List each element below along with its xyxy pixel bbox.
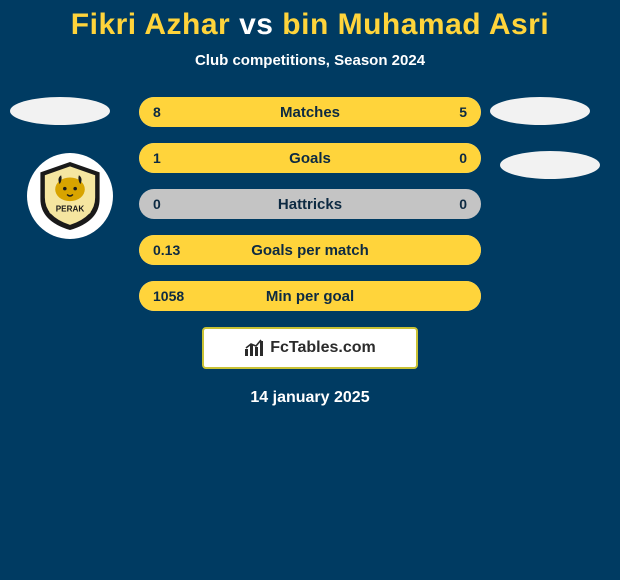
stat-row: 1058Min per goal [139, 281, 481, 311]
stat-label: Goals per match [139, 235, 481, 265]
stat-row: 00Hattricks [139, 189, 481, 219]
content-area: PERAK 85Matches 10Goals 00Hattricks 0.13Goa… [0, 97, 620, 407]
brand-box: FcTables.com [202, 327, 418, 369]
title-vs: vs [239, 8, 273, 41]
title-left: Fikri Azhar [71, 8, 230, 41]
svg-text:PERAK: PERAK [56, 205, 85, 214]
comparison-infographic: Fikri Azhar vs bin Muhamad Asri Club com… [0, 0, 620, 580]
stat-label: Min per goal [139, 281, 481, 311]
stat-row: 10Goals [139, 143, 481, 173]
stat-label: Goals [139, 143, 481, 173]
brand-text: FcTables.com [270, 339, 376, 357]
date-text: 14 january 2025 [0, 389, 620, 407]
bar-chart-icon [244, 339, 266, 357]
player-right-oval [490, 97, 590, 125]
stat-label: Matches [139, 97, 481, 127]
perak-crest-icon: PERAK [33, 159, 107, 233]
stat-row: 0.13Goals per match [139, 235, 481, 265]
page-title: Fikri Azhar vs bin Muhamad Asri [0, 0, 620, 42]
player-left-oval [10, 97, 110, 125]
subtitle: Club competitions, Season 2024 [0, 52, 620, 69]
club-right-oval [500, 151, 600, 179]
stat-row: 85Matches [139, 97, 481, 127]
club-crest-left: PERAK [27, 153, 113, 239]
stats-container: 85Matches 10Goals 00Hattricks 0.13Goals per… [139, 97, 481, 311]
stat-label: Hattricks [139, 189, 481, 219]
title-right: bin Muhamad Asri [282, 8, 549, 41]
